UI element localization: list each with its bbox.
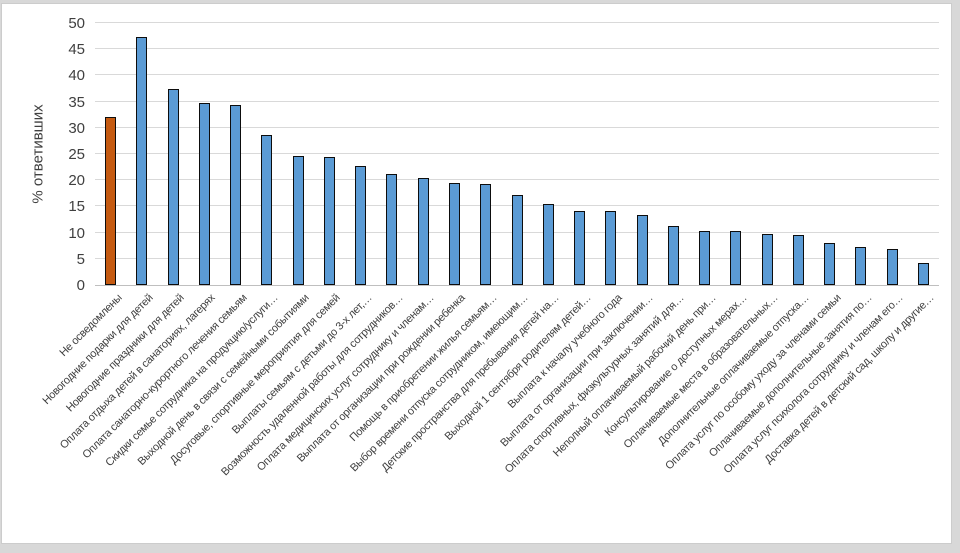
- category-label: Оплачиваемые дополнительные занятия по…: [706, 292, 875, 460]
- bar: [292, 156, 304, 285]
- bar: [198, 103, 210, 285]
- bar: [261, 134, 273, 285]
- y-axis-tick-label: 20: [68, 172, 85, 190]
- bar: [167, 88, 179, 285]
- bar: [699, 230, 711, 285]
- plot-area: 0 5 10 15 20 25 30 35 40 45 50 Не осведомлены Новог…: [40, 16, 939, 478]
- y-axis-tick-label: 0: [76, 277, 85, 294]
- bar: [824, 243, 836, 285]
- bar: [730, 230, 742, 285]
- category-label: Оплата услуг психолога сотруднику и член…: [721, 292, 906, 476]
- y-axis-tick-label: 45: [68, 41, 85, 59]
- gridline: [95, 153, 939, 154]
- gridline: [95, 126, 939, 128]
- y-axis-tick-label: 5: [76, 250, 85, 268]
- bar: [761, 233, 773, 285]
- y-axis-tick-label: 40: [68, 67, 85, 85]
- bar: [917, 263, 929, 285]
- bar: [480, 183, 492, 285]
- bar: [792, 234, 804, 285]
- bar: [136, 37, 148, 285]
- bar: [511, 195, 523, 285]
- bar: [855, 247, 867, 285]
- y-axis-tick-label: 30: [68, 119, 85, 137]
- gridline: [95, 48, 939, 50]
- bar: [636, 214, 648, 285]
- x-axis-line: [95, 285, 939, 286]
- bar: [105, 116, 117, 285]
- bar: [448, 183, 460, 285]
- bar: [542, 204, 554, 285]
- y-axis-tick-label: 35: [68, 93, 85, 111]
- bar: [355, 166, 367, 285]
- bar: [323, 156, 335, 285]
- y-axis-tick-label: 50: [68, 15, 85, 32]
- bar: [574, 210, 586, 285]
- bar: [417, 177, 429, 285]
- gridline: [95, 74, 939, 76]
- gridline: [95, 22, 939, 23]
- y-axis-tick-label: 15: [68, 198, 85, 216]
- chart-panel: % ответивших 0 5 10 15 20 25 30 35 40 45 50 Не осв…: [1, 3, 952, 544]
- bar: [605, 211, 617, 285]
- y-axis-tick-label: 10: [68, 224, 85, 242]
- bar: [386, 173, 398, 285]
- gridline: [95, 179, 939, 181]
- bar: [667, 225, 679, 285]
- bar: [886, 249, 898, 285]
- gridline: [95, 100, 939, 102]
- y-axis-tick-label: 25: [68, 146, 85, 163]
- bar: [230, 105, 242, 285]
